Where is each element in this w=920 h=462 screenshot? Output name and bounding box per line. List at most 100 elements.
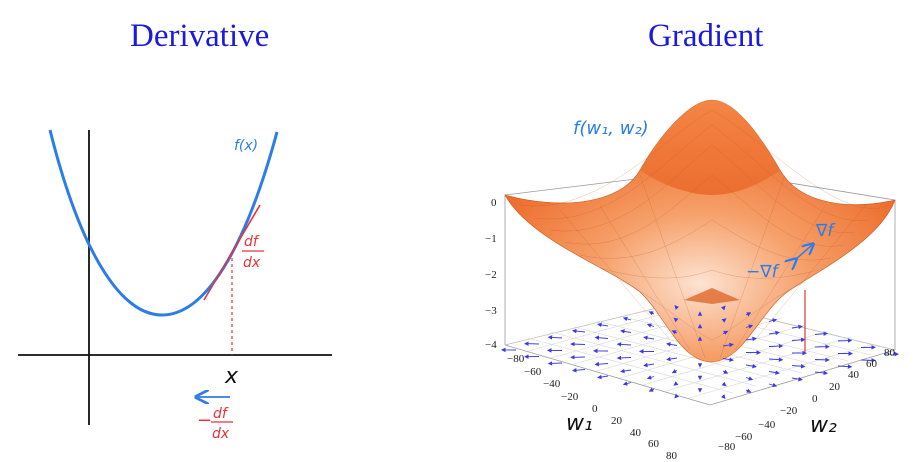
- quiver-arrow: [671, 369, 678, 374]
- negative-gradient-label: −∇f: [746, 262, 781, 282]
- w1-tick: 60: [648, 438, 660, 450]
- quiver-arrow: [791, 364, 806, 369]
- loss-surface: [504, 99, 896, 363]
- quiver-arrow: [646, 375, 655, 380]
- w1-tick: −40: [543, 378, 561, 390]
- surface-mesh: [519, 109, 881, 359]
- w2-tick: −60: [735, 431, 753, 443]
- negative-sign: −: [197, 410, 212, 431]
- surface-peak: [640, 100, 780, 195]
- quiver-arrow: [814, 370, 828, 376]
- quiver-arrow: [721, 381, 727, 387]
- quiver-arrow: [666, 356, 678, 362]
- w2-tick: 60: [866, 358, 878, 370]
- quiver-arrow: [722, 369, 729, 374]
- quiver-arrow: [837, 338, 853, 343]
- quiver-arrow: [673, 317, 679, 323]
- quiver-arrow: [745, 376, 754, 381]
- quiver-arrow: [616, 355, 632, 361]
- quiver-arrow: [768, 382, 778, 388]
- quiver-arrow: [768, 330, 780, 336]
- w1-axis-ticks: −80 −60 −40 −20 0 20 40 60 80: [507, 353, 678, 462]
- w1-tick: −80: [507, 353, 525, 365]
- quiver-arrow: [674, 393, 680, 399]
- quiver-arrow: [720, 394, 726, 399]
- quiver-arrow: [721, 318, 727, 323]
- w2-axis-label: w₂: [810, 413, 837, 438]
- w1-tick: 80: [666, 450, 678, 462]
- gradient-label: ∇f: [815, 221, 836, 241]
- z-tick: −2: [485, 269, 497, 281]
- z-tick: 0: [491, 197, 497, 209]
- quiver-arrow: [674, 305, 680, 310]
- quiver-arrow: [547, 335, 563, 340]
- gradient-direction-arrow: [795, 245, 812, 260]
- w2-tick: −80: [718, 441, 736, 453]
- quiver-arrow: [622, 316, 632, 322]
- slope-numerator: df: [244, 234, 260, 250]
- function-curve: [48, 129, 279, 317]
- quiver-arrow: [745, 324, 754, 329]
- w2-tick: −40: [758, 419, 776, 431]
- quiver-arrow: [768, 357, 784, 362]
- quiver-arrow: [616, 342, 632, 347]
- quiver-arrow: [594, 361, 609, 367]
- neg-slope-denominator: dx: [212, 426, 230, 442]
- w2-tick: 0: [812, 393, 818, 405]
- gradient-quiver: [501, 305, 899, 399]
- w1-tick: −60: [524, 366, 542, 378]
- w2-tick: 40: [848, 369, 860, 381]
- w2-tick: 80: [884, 347, 896, 359]
- surface-valley-notch: [684, 288, 740, 304]
- quiver-arrow: [594, 335, 609, 340]
- quiver-arrow: [745, 363, 757, 369]
- quiver-arrow: [643, 362, 655, 368]
- quiver-arrow: [791, 376, 803, 382]
- w1-axis-label: w₁: [566, 411, 593, 436]
- quiver-arrow: [745, 312, 752, 317]
- slope-denominator: dx: [243, 255, 261, 271]
- w2-axis-ticks: −80 −60 −40 −20 0 20 40 60 80: [718, 347, 896, 453]
- surface-label: f(w₁, w₂): [573, 118, 649, 139]
- quiver-arrow: [547, 361, 563, 366]
- derivative-panel: f(x) df dx x − df dx: [18, 129, 332, 442]
- quiver-arrow: [673, 381, 679, 386]
- quiver-arrow: [620, 329, 632, 334]
- quiver-arrow: [791, 324, 803, 330]
- quiver-arrow: [622, 381, 632, 386]
- quiver-arrow: [745, 336, 757, 342]
- quiver-arrow: [597, 374, 609, 380]
- w1-tick: −20: [561, 391, 579, 403]
- quiver-arrow: [570, 341, 586, 347]
- quiver-arrow: [722, 342, 734, 348]
- w1-tick: 40: [630, 427, 642, 439]
- quiver-arrow: [666, 342, 678, 347]
- gradient-title: Gradient: [648, 18, 764, 54]
- w1-tick: 20: [611, 415, 623, 427]
- quiver-arrow: [671, 330, 678, 335]
- quiver-arrow: [837, 364, 853, 369]
- quiver-arrow: [768, 318, 778, 323]
- quiver-arrow: [814, 331, 828, 336]
- z-tick: −1: [485, 233, 497, 245]
- quiver-arrow: [722, 357, 734, 362]
- quiver-arrow: [768, 370, 780, 375]
- quiver-arrow: [768, 343, 784, 349]
- quiver-arrow: [572, 328, 586, 334]
- curve-label: f(x): [234, 138, 258, 154]
- gradient-panel: f(w₁, w₂) ∇f −∇f 0 −1 −2 −3 −4 −80 −60 −…: [485, 99, 899, 462]
- quiver-arrow: [745, 388, 752, 393]
- w1-tick: 0: [592, 403, 598, 415]
- quiver-arrow: [648, 311, 655, 316]
- quiver-arrow: [791, 337, 806, 343]
- quiver-arrow: [597, 322, 609, 328]
- quiver-arrow: [620, 368, 632, 374]
- quiver-arrow: [643, 335, 655, 341]
- quiver-arrow: [722, 330, 729, 335]
- z-axis-ticks: 0 −1 −2 −3 −4: [485, 197, 497, 351]
- quiver-arrow: [572, 368, 586, 373]
- z-tick: −4: [485, 339, 497, 351]
- quiver-arrow: [648, 387, 655, 392]
- x-variable-label: x: [224, 364, 239, 389]
